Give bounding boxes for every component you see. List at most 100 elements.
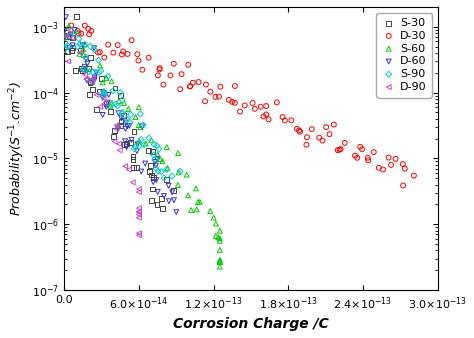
S-90 [150,142,158,147]
D-30 [392,156,400,162]
S-90 [104,74,111,79]
D-60 [160,193,168,199]
S-60 [216,264,224,269]
D-60 [165,198,173,204]
S-90 [123,116,130,122]
D-30 [145,55,153,61]
D-30 [167,73,174,78]
D-30 [170,61,178,67]
S-90 [89,69,96,75]
X-axis label: Corrosion Charge /C: Corrosion Charge /C [173,317,329,331]
D-90 [93,92,100,97]
D-90 [97,104,104,110]
D-60 [152,163,160,168]
S-30 [158,196,165,201]
D-60 [99,112,107,118]
S-30 [86,80,94,85]
D-60 [133,148,141,154]
D-60 [173,210,180,215]
D-30 [379,167,387,172]
D-90 [135,233,143,238]
D-60 [151,159,159,165]
D-30 [104,42,112,47]
S-30 [78,66,86,71]
S-60 [65,23,73,28]
D-60 [121,139,129,144]
S-30 [87,79,95,84]
D-30 [263,103,270,109]
D-30 [186,84,194,89]
D-30 [75,31,82,36]
S-90 [82,55,90,60]
S-30 [149,148,156,154]
D-30 [399,161,407,167]
D-30 [303,135,311,140]
D-30 [187,83,194,89]
S-30 [111,128,118,133]
S-30 [73,14,80,19]
D-30 [215,94,223,99]
S-90 [109,88,117,93]
D-30 [288,118,295,123]
S-90 [168,173,176,179]
S-30 [65,34,73,39]
D-90 [89,76,97,81]
D-30 [295,128,303,133]
S-60 [135,138,143,144]
D-30 [249,100,256,106]
D-30 [178,71,185,77]
S-60 [194,199,202,205]
D-90 [66,27,74,33]
D-30 [293,126,301,131]
D-60 [154,189,162,195]
D-30 [155,67,163,72]
D-60 [80,70,88,75]
D-60 [124,124,131,129]
D-30 [308,126,316,132]
D-30 [356,144,364,149]
D-30 [212,94,219,100]
D-60 [102,104,110,110]
D-90 [115,141,123,147]
S-60 [135,122,143,128]
D-60 [123,144,130,150]
D-30 [118,52,126,57]
S-30 [163,177,171,182]
S-90 [85,69,93,74]
D-30 [319,138,326,143]
D-30 [315,135,323,140]
S-60 [73,28,80,34]
S-90 [91,47,98,52]
D-90 [135,189,143,195]
S-60 [107,103,114,108]
S-90 [75,36,82,42]
S-90 [88,79,95,84]
S-30 [107,108,114,114]
D-30 [124,51,131,57]
D-30 [202,82,210,87]
D-60 [149,179,157,185]
S-30 [64,34,72,40]
S-30 [68,48,75,53]
D-30 [351,153,359,158]
S-60 [164,165,171,171]
S-90 [87,44,94,49]
D-90 [82,72,89,77]
D-30 [207,89,214,94]
D-60 [170,197,178,203]
D-30 [265,117,273,122]
S-60 [216,228,224,234]
S-60 [174,183,182,188]
S-90 [108,102,115,108]
D-60 [118,116,125,121]
D-30 [337,146,344,152]
D-30 [94,50,102,55]
S-90 [151,156,159,162]
S-60 [83,66,91,72]
S-30 [147,197,155,203]
S-90 [61,40,69,45]
D-60 [79,43,86,48]
S-60 [108,79,115,84]
D-30 [96,49,104,55]
D-60 [83,61,91,66]
